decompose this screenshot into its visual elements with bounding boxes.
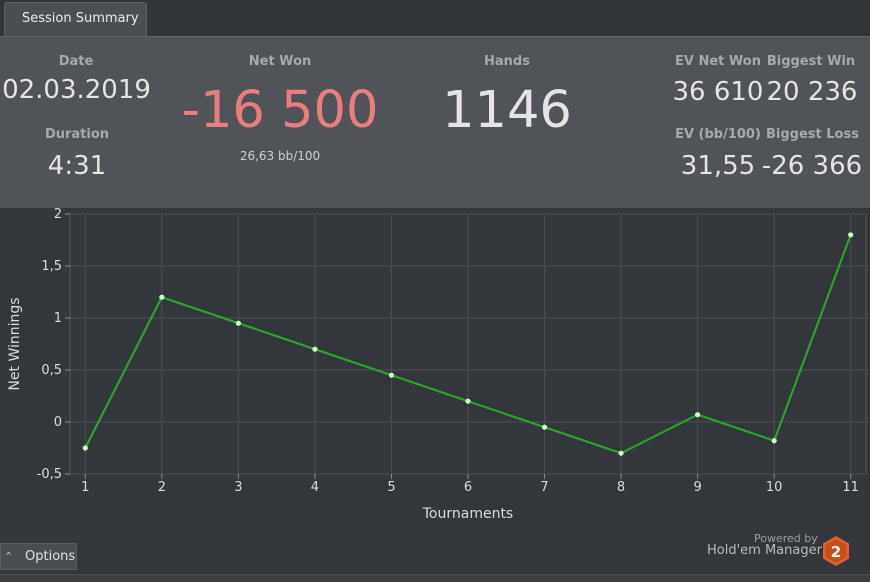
x-tick-label: 4	[311, 480, 319, 495]
tab-bar: Session Summary	[0, 0, 870, 36]
ev-bb-per-100-value: 31,55	[680, 151, 756, 181]
brand-name: Hold'em Manager	[707, 543, 822, 558]
options-button[interactable]: ⌃ Options	[0, 543, 77, 570]
data-point	[159, 294, 165, 300]
ev-net-won-label: EV Net Won	[675, 54, 761, 69]
biggest-loss-label: Biggest Loss	[766, 127, 859, 142]
y-tick-label: -0,5	[37, 467, 62, 482]
biggest-loss-value: -26 366	[761, 151, 863, 181]
data-point	[235, 320, 241, 326]
duration-label: Duration	[44, 127, 110, 142]
hands-label: Hands	[484, 54, 530, 69]
duration-value: 4:31	[47, 151, 107, 181]
x-tick-label: 3	[234, 480, 242, 495]
x-tick-label: 7	[540, 480, 548, 495]
y-tick-label: 1	[54, 311, 62, 326]
data-point	[312, 346, 318, 352]
y-tick-label: 1,5	[41, 259, 62, 274]
session-summary-panel: Date 02.03.2019 Duration 4:31 Net Won -1…	[0, 36, 870, 208]
holdem-manager-logo-icon: 2	[823, 536, 849, 566]
y-tick-label: 0,5	[41, 363, 62, 378]
data-point	[465, 398, 471, 404]
x-tick-label: 6	[464, 480, 472, 495]
net-winnings-chart: -0,5 0 0,5 1 1,5 2 1 2 3 4 5 6 7 8 9 10 11 Tournaments Net…	[0, 207, 870, 540]
net-won-label: Net Won	[248, 54, 312, 69]
data-point	[848, 232, 854, 238]
powered-by-text: Powered by	[754, 532, 818, 545]
biggest-win-value: 20 236	[766, 77, 858, 107]
data-point	[388, 372, 395, 378]
y-axis-title: Net Winnings	[7, 297, 23, 390]
x-tick-label: 11	[842, 480, 859, 495]
x-tick-label: 8	[617, 480, 625, 495]
ev-net-won-value: 36 610	[672, 77, 764, 107]
data-point	[618, 450, 624, 456]
tab-session-summary[interactable]: Session Summary	[4, 2, 147, 36]
x-tick-label: 9	[693, 480, 701, 495]
x-axis-title: Tournaments	[422, 506, 513, 522]
data-point	[82, 445, 88, 451]
x-tick-label: 1	[81, 480, 89, 495]
date-value: 02.03.2019	[2, 75, 151, 105]
y-tick-label: 0	[54, 415, 62, 430]
date-label: Date	[58, 54, 94, 69]
hands-value: 1146	[442, 81, 572, 140]
biggest-win-label: Biggest Win	[766, 54, 856, 69]
data-point	[541, 424, 548, 430]
data-point	[771, 438, 777, 444]
net-won-value: -16 500	[181, 81, 379, 140]
x-tick-label: 5	[387, 480, 395, 495]
chevron-up-icon: ⌃	[4, 550, 14, 563]
y-tick-label: 2	[54, 207, 62, 222]
ev-bb-per-100-label: EV (bb/100)	[675, 127, 761, 142]
net-won-bb-per-100: 26,63 bb/100	[239, 149, 321, 163]
x-tick-label: 10	[766, 480, 783, 495]
x-tick-label: 2	[158, 480, 166, 495]
logo-number: 2	[831, 543, 841, 561]
options-label: Options	[25, 549, 76, 564]
chart-svg: -0,5 0 0,5 1 1,5 2 1 2 3 4 5 6 7 8 9 10 11 Tournaments Net…	[7, 207, 867, 522]
data-point	[695, 412, 701, 418]
bottom-strip	[0, 574, 870, 582]
